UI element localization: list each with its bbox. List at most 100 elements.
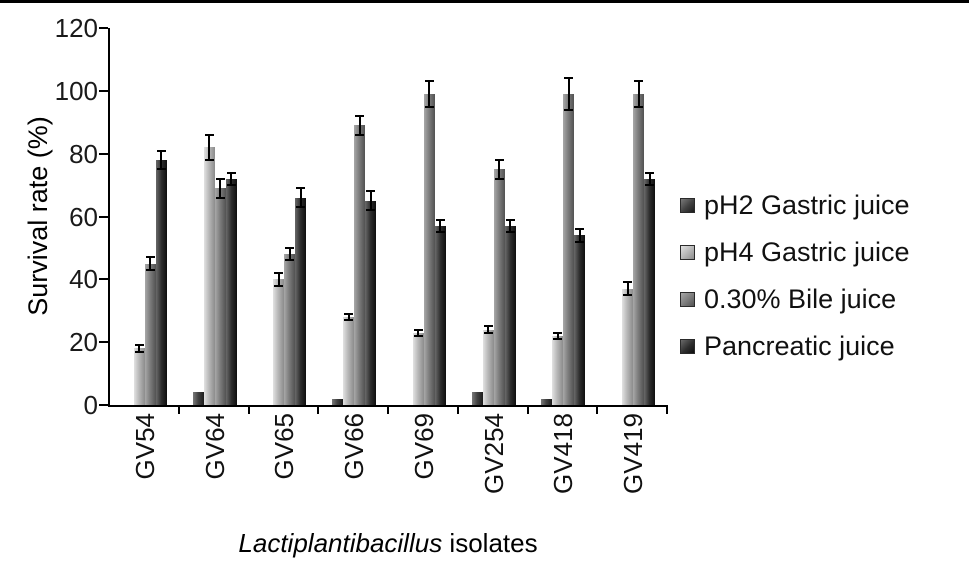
y-tick-mark <box>99 215 108 218</box>
legend-label: pH4 Gastric juice <box>704 237 910 267</box>
error-bar-cap <box>296 187 306 190</box>
y-tick-label: 120 <box>54 13 98 43</box>
bar-gv66-series-0 <box>332 398 344 405</box>
error-bar-cap <box>505 218 515 221</box>
bar-gv65-series-1 <box>273 279 285 405</box>
bar-gv419-series-3 <box>644 178 656 405</box>
x-axis-title: Lactiplantibacillus isolates <box>108 528 668 559</box>
legend-item-0: pH2 Gastric juice <box>680 190 910 220</box>
x-tick-label-gv64: GV64 <box>199 413 230 480</box>
error-bar-cap <box>634 105 644 108</box>
bar-gv418-series-3 <box>574 235 586 405</box>
y-tick-label: 40 <box>69 264 98 295</box>
bar-gv254-series-2 <box>493 169 505 405</box>
error-bar-cap <box>145 268 155 271</box>
error-bar <box>369 191 372 211</box>
legend-marker-icon <box>680 244 695 260</box>
error-bar-cap <box>366 209 376 212</box>
error-bar-cap <box>366 190 376 193</box>
x-tick-label-gv65: GV65 <box>269 413 300 480</box>
legend-item-2: 0.30% Bile juice <box>680 284 910 314</box>
error-bar <box>556 332 559 340</box>
legend-item-3: Pancreatic juice <box>680 331 910 361</box>
error-bar-cap <box>575 228 585 231</box>
error-bar-cap <box>564 77 574 80</box>
error-bar <box>626 282 629 296</box>
error-bar <box>230 172 233 186</box>
bar-gv69-series-2 <box>423 93 435 405</box>
bar-gv418-series-2 <box>563 93 575 405</box>
error-bar-cap <box>344 319 354 322</box>
error-bar-cap <box>285 246 295 249</box>
error-bar-cap <box>355 133 365 136</box>
x-axis-title-genus: Lactiplantibacillus <box>238 528 443 558</box>
error-bar-cap <box>226 184 236 187</box>
error-bar-cap <box>145 256 155 259</box>
x-tick-mark <box>526 407 529 414</box>
error-bar-cap <box>483 331 493 334</box>
legend-marker-icon <box>680 291 695 307</box>
bar-gv254-series-1 <box>482 329 494 405</box>
error-bar <box>208 134 211 160</box>
y-tick-mark <box>99 341 108 344</box>
error-bar-cap <box>156 168 166 171</box>
error-bar <box>487 326 490 333</box>
error-bar-cap <box>134 344 144 347</box>
error-bar-cap <box>344 312 354 315</box>
bar-gv64-series-0 <box>192 392 204 405</box>
error-bar-cap <box>623 294 633 297</box>
error-bar-cap <box>645 184 655 187</box>
x-tick-label-gv254: GV254 <box>478 413 509 494</box>
error-bar-cap <box>285 259 295 262</box>
error-bar-cap <box>274 272 284 275</box>
error-bar-cap <box>355 114 365 117</box>
x-tick-mark <box>387 407 389 414</box>
error-bar-cap <box>553 331 563 334</box>
legend-marker-icon <box>680 338 695 354</box>
x-tick-mark <box>317 407 320 414</box>
bar-gv54-series-2 <box>144 263 156 405</box>
x-tick-label-gv418: GV418 <box>548 413 579 494</box>
bar-gv419-series-2 <box>633 93 645 405</box>
bar-gv419-series-1 <box>622 288 634 405</box>
x-tick-label-gv69: GV69 <box>408 413 439 480</box>
bar-gv54-series-3 <box>155 159 167 405</box>
y-axis-title: Survival rate (%) <box>23 116 53 316</box>
y-tick-label: 60 <box>69 201 98 232</box>
bar-gv64-series-2 <box>214 188 226 405</box>
bar-gv66-series-1 <box>343 317 355 405</box>
error-bar <box>567 78 570 110</box>
bar-gv418-series-0 <box>541 398 553 405</box>
x-axis-title-rest: isolates <box>442 528 538 558</box>
error-bar <box>277 273 280 286</box>
error-bar-cap <box>435 218 445 221</box>
y-tick-mark <box>99 404 108 406</box>
y-tick-label: 0 <box>83 390 98 420</box>
error-bar-cap <box>215 177 225 180</box>
error-bar <box>637 81 640 107</box>
error-bar-cap <box>424 105 434 108</box>
error-bar-cap <box>156 149 166 152</box>
y-tick-mark <box>99 152 108 155</box>
y-tick-label: 20 <box>69 327 98 358</box>
figure-top-border <box>0 0 969 3</box>
error-bar-cap <box>623 281 633 284</box>
bar-gv254-series-3 <box>504 225 516 405</box>
y-tick-label: 100 <box>54 75 98 106</box>
bar-gv66-series-2 <box>354 125 366 405</box>
y-tick-mark <box>99 278 108 281</box>
error-bar-cap <box>505 231 515 234</box>
bar-gv254-series-0 <box>471 392 483 405</box>
error-bar <box>358 115 361 135</box>
bar-gv69-series-3 <box>434 225 446 405</box>
error-bar-cap <box>494 177 504 180</box>
error-bar-cap <box>274 284 284 287</box>
error-bar-cap <box>483 325 493 328</box>
legend-label: pH2 Gastric juice <box>704 190 910 220</box>
y-tick-mark <box>99 89 108 92</box>
bar-gv65-series-2 <box>284 254 296 405</box>
bar-gv54-series-1 <box>133 348 145 405</box>
error-bar <box>578 229 581 242</box>
legend-label: 0.30% Bile juice <box>704 284 897 314</box>
